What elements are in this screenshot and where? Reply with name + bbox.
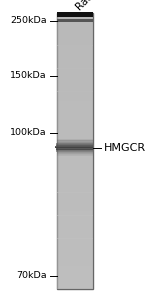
Bar (57, 284, 93, 289)
Bar (57, 229, 93, 234)
Bar (57, 110, 93, 114)
Text: HMGCR: HMGCR (103, 142, 146, 153)
Bar (56, 151, 93, 152)
Bar (57, 215, 93, 220)
Bar (57, 13, 93, 289)
Bar (57, 156, 93, 160)
Bar (57, 69, 93, 73)
Bar (57, 46, 93, 50)
Bar (57, 41, 93, 46)
Bar (57, 96, 93, 101)
Bar (57, 152, 93, 153)
Bar (57, 179, 93, 183)
Bar (57, 142, 93, 143)
Bar (57, 183, 93, 188)
Bar (57, 124, 93, 128)
Bar (57, 234, 93, 238)
Bar (57, 211, 93, 215)
Bar (57, 59, 93, 64)
Bar (56, 142, 93, 143)
Bar (57, 170, 93, 174)
Bar (57, 137, 93, 142)
Bar (57, 19, 93, 22)
Text: 100kDa: 100kDa (10, 128, 46, 137)
Bar (57, 155, 93, 156)
Bar (57, 154, 93, 155)
Bar (56, 146, 93, 147)
Bar (57, 153, 93, 154)
Bar (57, 193, 93, 197)
Bar (56, 148, 93, 149)
Bar (56, 150, 93, 151)
Bar (57, 78, 93, 82)
Bar (57, 12, 93, 17)
Bar (57, 140, 93, 141)
Bar (57, 23, 93, 27)
Bar (57, 73, 93, 78)
Bar (57, 165, 93, 170)
Bar (57, 202, 93, 206)
Bar (57, 91, 93, 96)
Bar (57, 119, 93, 124)
Bar (57, 248, 93, 252)
Bar (57, 280, 93, 285)
Bar (56, 145, 93, 146)
Bar (57, 238, 93, 243)
Bar (57, 151, 93, 156)
Bar (57, 160, 93, 165)
Bar (57, 36, 93, 41)
Bar (57, 220, 93, 225)
Bar (56, 143, 93, 144)
Bar (57, 82, 93, 87)
Bar (57, 261, 93, 266)
Text: Rat brain: Rat brain (74, 0, 115, 12)
Bar (57, 13, 93, 18)
Bar (57, 142, 93, 147)
Text: 70kDa: 70kDa (16, 271, 46, 280)
Bar (57, 252, 93, 257)
Bar (57, 152, 93, 153)
Bar (57, 105, 93, 110)
Bar (57, 101, 93, 105)
Bar (57, 271, 93, 275)
Bar (56, 149, 93, 150)
Bar (57, 27, 93, 32)
Bar (57, 275, 93, 280)
Bar (57, 87, 93, 91)
Bar (57, 243, 93, 248)
Bar (57, 197, 93, 202)
Bar (57, 133, 93, 137)
Bar (57, 188, 93, 193)
Bar (57, 128, 93, 133)
Text: 250kDa: 250kDa (10, 16, 46, 25)
Bar (57, 55, 93, 59)
Bar (55, 147, 93, 148)
Bar (57, 147, 93, 151)
Bar (57, 140, 93, 141)
Bar (57, 206, 93, 211)
Bar (57, 174, 93, 179)
Bar (57, 32, 93, 36)
Bar (57, 64, 93, 69)
Text: 150kDa: 150kDa (10, 72, 46, 80)
Bar (57, 266, 93, 271)
Bar (57, 18, 93, 23)
Bar (56, 144, 93, 145)
Bar (57, 257, 93, 262)
Bar (57, 141, 93, 142)
Bar (57, 225, 93, 229)
Bar (57, 139, 93, 140)
Bar (57, 114, 93, 119)
Bar (57, 153, 93, 154)
Bar (57, 50, 93, 55)
